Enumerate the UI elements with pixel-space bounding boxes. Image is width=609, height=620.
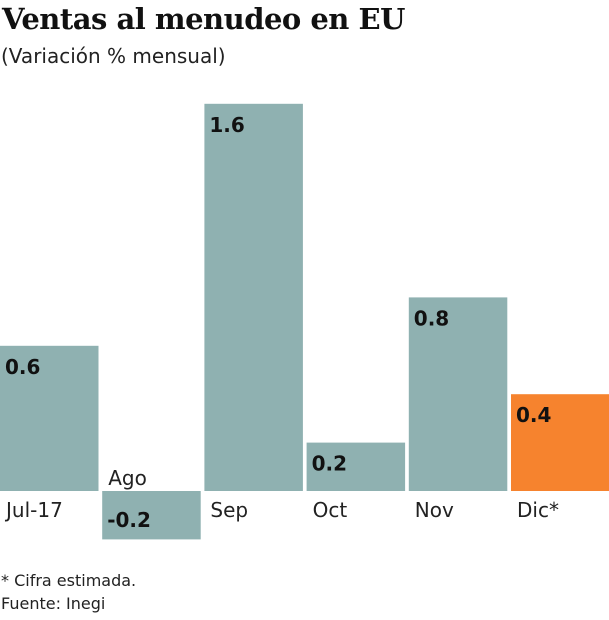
data-label: 0.4	[516, 403, 551, 427]
bar-dic	[511, 394, 609, 491]
chart-title: Ventas al menudeo en EU	[2, 2, 405, 36]
category-label: Sep	[210, 498, 248, 522]
data-label: 0.6	[5, 355, 40, 379]
footnote-estimate: * Cifra estimada.	[1, 571, 137, 590]
data-label: 0.2	[312, 452, 347, 476]
footnote-source: Fuente: Inegi	[1, 594, 106, 613]
bar-jul-17	[0, 345, 99, 491]
category-label: Oct	[313, 498, 348, 522]
data-label: -0.2	[107, 508, 151, 532]
category-label: Jul-17	[4, 498, 63, 522]
data-label: 0.8	[414, 306, 449, 330]
category-label: Dic*	[517, 498, 559, 522]
category-label: Ago	[108, 466, 147, 490]
chart-subtitle: (Variación % mensual)	[1, 44, 226, 68]
bar-sep	[204, 103, 303, 492]
category-label: Nov	[415, 498, 454, 522]
bar-nov	[408, 297, 508, 491]
data-label: 1.6	[209, 113, 244, 137]
bar-ago	[102, 491, 201, 540]
bar-oct	[306, 442, 406, 491]
bar-chart: 0.6 Jul-17 -0.2 Ago 1.6 Sep 0.2 Oct 0.8 Nov 0.4 Dic…	[0, 103, 609, 540]
